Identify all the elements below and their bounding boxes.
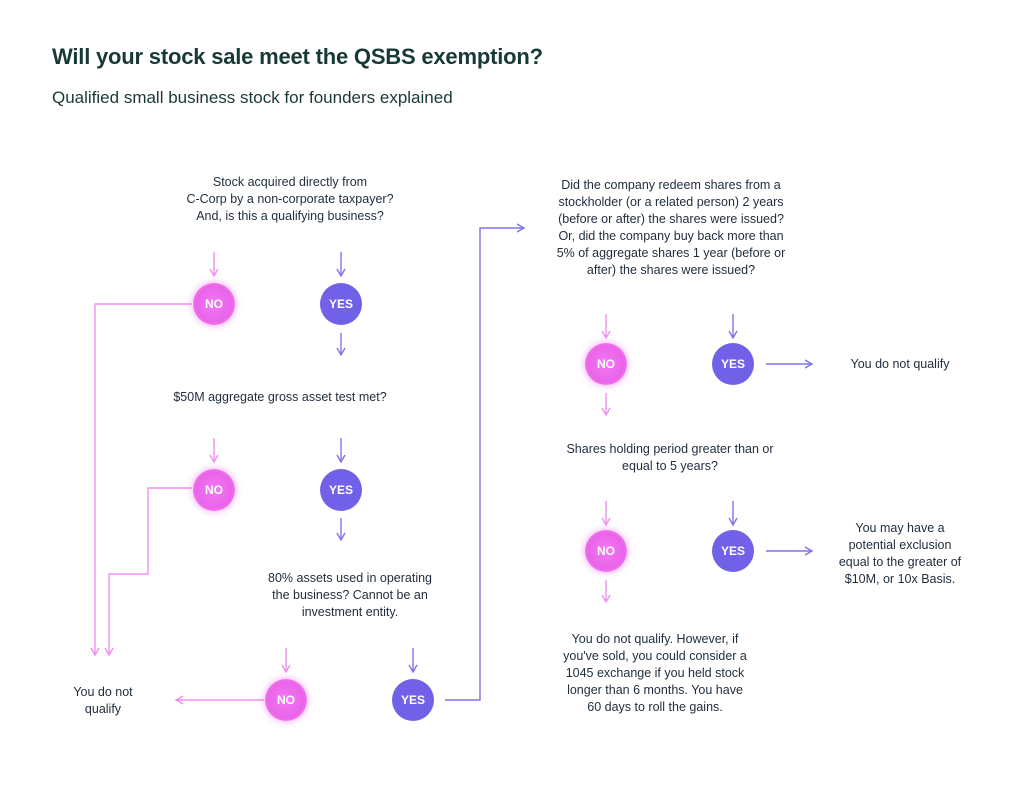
no-node-holding-period: NO <box>585 530 627 572</box>
question-redeem-shares: Did the company redeem shares from a sto… <box>556 178 786 277</box>
no-node-redeem-shares: NO <box>585 343 627 385</box>
no-node-stock-acquired: NO <box>193 283 235 325</box>
outcome-left-not-qualify: You do not qualify <box>73 685 133 716</box>
yes-node-holding-period: YES <box>712 530 754 572</box>
page-subtitle: Qualified small business stock for found… <box>52 88 453 107</box>
outcome-redeem-not-qualify: You do not qualify <box>850 357 950 371</box>
question-assets-used: 80% assets used in operating the busines… <box>268 571 432 619</box>
outcome-potential-exclusion: You may have a potential exclusion equal… <box>838 521 962 586</box>
route-no1-fail <box>90 303 192 657</box>
no-node-assets-used: NO <box>265 679 307 721</box>
question-holding-period: Shares holding period greater than or eq… <box>566 442 774 473</box>
route-yes3-q4 <box>445 223 526 701</box>
no-node-gross-asset: NO <box>193 469 235 511</box>
question-stock-acquired: Stock acquired directly from C-Corp by a… <box>186 175 394 223</box>
yes-node-stock-acquired: YES <box>320 283 362 325</box>
page-title: Will your stock sale meet the QSBS exemp… <box>52 44 543 69</box>
route-no2-fail <box>104 487 192 657</box>
outcome-holding-not-qualify: You do not qualify. However, if you've s… <box>563 632 747 714</box>
yes-node-assets-used: YES <box>392 679 434 721</box>
question-gross-asset-test: $50M aggregate gross asset test met? <box>173 390 387 404</box>
yes-node-redeem-shares: YES <box>712 343 754 385</box>
yes-node-gross-asset: YES <box>320 469 362 511</box>
